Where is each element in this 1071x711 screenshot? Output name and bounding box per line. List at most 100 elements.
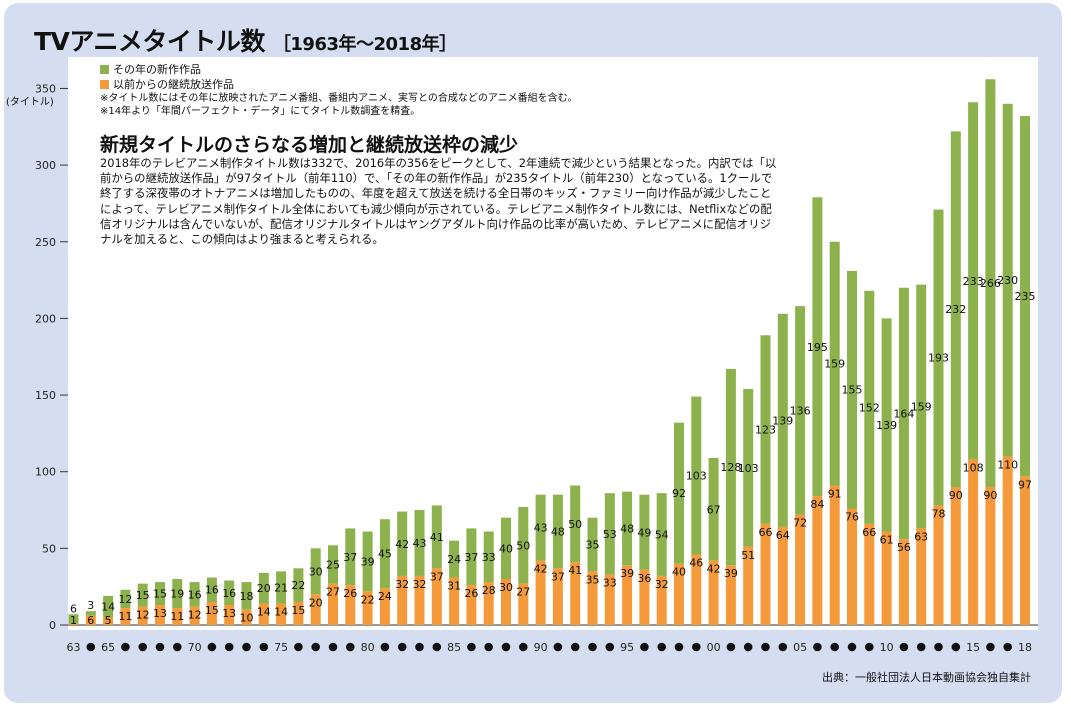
bar-new (535, 494, 546, 561)
x-tick-dot (553, 642, 563, 652)
bar-continued (379, 588, 390, 625)
legend-label-continued: 以前からの継続放送作品 (113, 78, 234, 91)
x-tick-label: 63 (67, 641, 81, 654)
bar-continued (933, 505, 944, 625)
legend-note-1: ※タイトル数にはその年に放映されたアニメ番組、番組内アニメ、実写との合成などのア… (100, 93, 578, 104)
data-label-continued: 91 (828, 487, 842, 500)
x-tick-dot (294, 642, 303, 652)
data-label-continued: 35 (586, 573, 600, 586)
bar-new (968, 102, 979, 460)
data-label-new: 50 (568, 518, 582, 531)
data-label-continued: 14 (274, 606, 288, 619)
data-label-continued: 42 (534, 563, 548, 576)
legend-label-new: その年の新作作品 (113, 63, 201, 76)
data-label-new: 103 (686, 470, 707, 483)
x-tick-label: 18 (1018, 641, 1032, 654)
bar-continued (829, 485, 840, 625)
bar-continued (708, 560, 719, 625)
data-label-continued: 61 (880, 533, 894, 546)
x-tick-label: 75 (274, 641, 288, 654)
data-label-new: 35 (586, 539, 600, 552)
data-label-new: 30 (309, 565, 323, 578)
source-credit: 出典：一般社団法人日本動画協会独自集計 (822, 671, 1031, 684)
y-tick-label: 350 (35, 82, 56, 95)
bar-continued (622, 565, 633, 625)
bar-new (829, 241, 840, 486)
data-label-continued: 32 (655, 578, 669, 591)
data-label-continued: 66 (759, 526, 773, 539)
data-label-continued: 13 (153, 607, 167, 620)
x-tick-dot (726, 642, 736, 652)
legend-note-2: ※14年より「年間パーフェクト・データ」にてタイトル数調査を精査。 (100, 106, 421, 117)
bar-continued (206, 602, 217, 625)
data-label-continued: 27 (516, 586, 530, 599)
x-tick-label: 80 (361, 641, 375, 654)
data-label-continued: 51 (741, 549, 755, 562)
x-tick-label: 65 (101, 641, 115, 654)
data-label-continued: 26 (343, 587, 357, 600)
bar-new (449, 540, 460, 578)
bar-new (345, 528, 356, 586)
bar-continued (916, 528, 927, 625)
data-label-continued: 56 (897, 541, 911, 554)
x-tick-dot (778, 642, 788, 652)
x-tick-dot (311, 642, 321, 652)
x-tick-dot (934, 642, 943, 652)
data-label-new: 159 (824, 358, 845, 371)
data-label-new: 22 (291, 579, 305, 592)
legend-swatch-new (100, 65, 109, 74)
data-label-new: 15 (136, 589, 150, 602)
x-tick-label: 95 (620, 641, 634, 654)
bar-new (674, 422, 684, 564)
data-label-continued: 14 (257, 606, 271, 619)
y-axis-unit: (タイトル) (6, 97, 54, 108)
bar-continued (847, 508, 857, 625)
bar-new (85, 611, 96, 616)
bar-continued (414, 575, 425, 625)
bar-new (501, 517, 511, 580)
x-tick-label: 70 (188, 641, 202, 654)
bar-new (725, 368, 736, 566)
bar-continued (743, 546, 754, 625)
x-tick-label: 85 (447, 641, 461, 654)
x-tick-dot (519, 642, 528, 652)
data-label-new: 48 (551, 525, 565, 538)
bar-continued (68, 623, 79, 625)
bar-new (950, 131, 961, 488)
bar-new (708, 457, 719, 561)
data-label-continued: 84 (810, 498, 824, 511)
data-label-new: 233 (963, 275, 984, 288)
bar-continued (604, 574, 615, 625)
bar-continued (241, 609, 252, 625)
data-label-new: 37 (464, 551, 478, 564)
x-tick-dot (173, 642, 182, 652)
bar-new (362, 531, 373, 592)
x-tick-dot (761, 642, 770, 652)
bar-continued (466, 585, 477, 625)
data-label-continued: 90 (949, 489, 963, 502)
data-label-new: 12 (118, 593, 132, 606)
x-tick-dot (1003, 642, 1012, 652)
legend-item-new: その年の新作作品 (100, 62, 578, 77)
data-label-continued: 15 (205, 604, 219, 617)
bar-continued (985, 487, 996, 625)
data-label-new: 14 (101, 601, 115, 614)
bar-continued (570, 562, 581, 625)
bar-new (587, 517, 598, 572)
data-label-continued: 28 (482, 584, 496, 597)
bar-new (604, 493, 615, 575)
bar-continued (812, 496, 823, 625)
x-tick-dot (501, 642, 511, 652)
bar-continued (449, 577, 460, 625)
bar-new (933, 209, 944, 506)
x-tick-dot (986, 642, 995, 652)
x-tick-label: 05 (793, 641, 807, 654)
x-tick-dot (847, 642, 857, 652)
data-label-continued: 20 (309, 596, 323, 609)
data-label-new: 21 (274, 581, 288, 594)
bar-continued (1002, 456, 1013, 625)
bar-new (639, 494, 650, 570)
legend-item-continued: 以前からの継続放送作品 (100, 77, 578, 92)
bar-continued (881, 531, 892, 625)
data-label-new: 232 (945, 303, 966, 316)
